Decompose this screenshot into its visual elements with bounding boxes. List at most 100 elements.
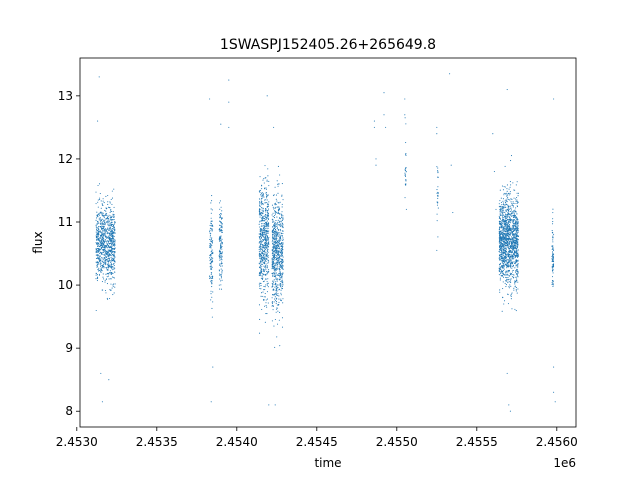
data-point <box>220 213 222 215</box>
data-point <box>273 233 276 235</box>
data-point <box>508 227 510 229</box>
data-point <box>104 251 106 253</box>
data-point <box>511 204 513 206</box>
data-point <box>516 247 518 249</box>
data-point <box>501 209 503 211</box>
data-point <box>258 242 260 244</box>
data-point <box>503 274 505 276</box>
data-point <box>282 256 284 258</box>
data-point <box>103 232 105 234</box>
data-point <box>275 225 277 227</box>
data-point <box>258 274 260 276</box>
data-point <box>504 186 506 188</box>
data-point <box>110 233 112 236</box>
data-point <box>212 277 214 279</box>
data-point <box>258 204 261 206</box>
data-point <box>109 249 111 251</box>
data-point <box>502 272 504 274</box>
data-point <box>277 310 279 312</box>
data-point <box>501 274 503 276</box>
data-point <box>276 240 278 242</box>
data-point <box>516 274 518 276</box>
data-point <box>211 266 213 268</box>
data-point <box>264 241 266 243</box>
data-point <box>507 218 509 220</box>
data-point <box>511 247 513 249</box>
data-point <box>99 263 101 265</box>
data-point <box>507 206 509 208</box>
data-point <box>514 308 516 310</box>
data-point <box>275 241 277 244</box>
data-point <box>264 214 266 216</box>
data-point <box>282 224 284 226</box>
data-point <box>106 214 108 217</box>
data-point <box>107 242 109 244</box>
data-point <box>280 267 283 269</box>
data-point <box>552 258 554 260</box>
data-point <box>506 279 508 281</box>
data-point <box>107 253 109 255</box>
data-point <box>258 198 261 200</box>
data-point <box>552 208 554 210</box>
data-point <box>105 195 107 197</box>
data-point <box>108 255 110 257</box>
data-point <box>281 255 283 257</box>
data-point <box>107 268 109 271</box>
data-point <box>99 231 101 233</box>
data-point <box>210 217 212 219</box>
data-point <box>262 262 264 264</box>
data-point <box>262 218 264 220</box>
data-point <box>505 227 507 229</box>
data-point <box>510 201 512 203</box>
data-point <box>221 227 223 229</box>
data-point <box>516 202 518 204</box>
data-point <box>500 268 502 270</box>
data-point <box>512 232 514 234</box>
data-point <box>514 283 516 285</box>
data-point <box>212 252 214 254</box>
data-point <box>436 204 439 206</box>
data-point <box>272 228 275 230</box>
data-point <box>503 252 505 254</box>
data-point <box>517 228 519 230</box>
data-point <box>114 232 116 234</box>
data-point <box>505 285 507 288</box>
data-point <box>277 262 279 264</box>
x-tick-label: 2.4540 <box>216 435 258 449</box>
data-point <box>513 209 515 212</box>
data-point <box>505 214 507 216</box>
data-point <box>499 279 501 281</box>
data-point <box>405 141 407 144</box>
data-point <box>280 300 283 302</box>
data-point <box>273 266 275 268</box>
data-point <box>503 250 505 252</box>
data-point <box>276 336 278 338</box>
data-point <box>211 281 213 283</box>
data-point <box>504 244 506 246</box>
data-point <box>279 213 281 215</box>
data-point <box>273 224 275 227</box>
data-point <box>272 267 274 269</box>
data-point <box>97 120 99 122</box>
data-point <box>517 221 519 223</box>
data-point <box>210 259 212 261</box>
data-point <box>280 245 282 247</box>
data-point <box>501 244 503 246</box>
data-point <box>228 101 230 103</box>
data-point <box>512 258 514 260</box>
data-point <box>220 220 222 222</box>
data-point <box>506 216 508 218</box>
data-point <box>514 238 516 240</box>
data-point <box>275 247 277 249</box>
data-point <box>262 204 264 206</box>
data-point <box>97 256 99 258</box>
data-point <box>274 243 276 246</box>
data-point <box>98 230 100 232</box>
data-point <box>514 226 516 228</box>
data-point <box>107 249 109 251</box>
data-point <box>267 262 269 264</box>
data-point <box>221 246 223 248</box>
data-point <box>113 206 115 208</box>
data-point <box>508 233 510 235</box>
data-point <box>258 246 260 248</box>
